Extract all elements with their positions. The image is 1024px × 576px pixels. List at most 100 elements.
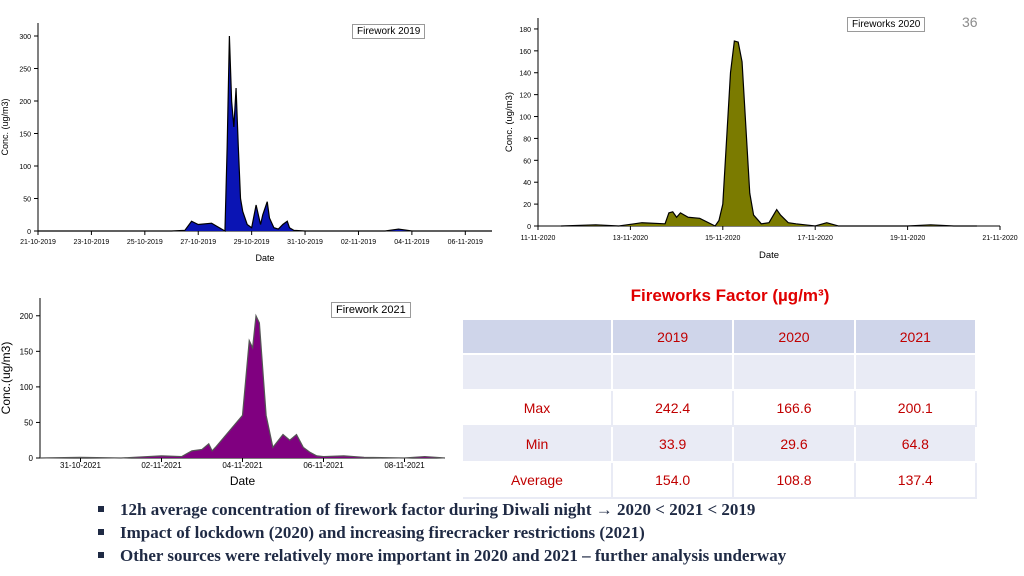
table-cell: 33.9: [612, 426, 735, 463]
x-tick-label: 19-11-2020: [890, 235, 925, 242]
y-tick-label: 120: [519, 93, 531, 100]
table-cell: [463, 354, 613, 391]
x-tick-label: 02-11-2021: [141, 461, 182, 470]
table-row: [463, 354, 978, 391]
bullet-item: Impact of lockdown (2020) and increasing…: [96, 521, 786, 544]
table-header-cell: 2019: [612, 320, 735, 355]
table-row: Max 242.4 166.6 200.1: [463, 390, 978, 427]
bullet-square-icon: [98, 529, 104, 535]
x-axis-label: Date: [230, 474, 256, 488]
series-area: [561, 40, 977, 226]
chart-firework-2019: 0 50 100 150 200 250 300 21-10-2019 23-10-2019 25…: [0, 23, 492, 263]
y-axis-label: Conc. (ug/m3): [504, 92, 515, 152]
table-cell: [733, 354, 856, 391]
y-tick-label: 100: [20, 383, 34, 392]
row-label: Max: [463, 390, 613, 427]
y-tick-label: 150: [19, 132, 31, 139]
table-cell: [854, 354, 978, 391]
series-line: [38, 35, 492, 233]
y-tick-label: 60: [523, 158, 531, 165]
table-header-row: 2019 2020 2021: [463, 320, 978, 355]
x-tick-label: 08-11-2021: [384, 461, 425, 470]
y-tick-label: 0: [27, 229, 31, 236]
series-line: [39, 313, 446, 459]
y-tick-label: 100: [19, 164, 31, 171]
y-tick-label: 200: [19, 99, 31, 106]
y-tick-label: 100: [519, 115, 531, 122]
chart-firework-2021: 0 50 100 150 200 31-10-2021 02-11-2021 04-11-20…: [0, 298, 446, 488]
y-axis-label: Conc.(ug/m3): [0, 342, 13, 415]
table-header-cell: 2020: [733, 320, 856, 355]
x-tick-label: 04-11-2021: [222, 461, 263, 470]
y-tick-label: 40: [523, 180, 531, 187]
x-tick-label: 02-11-2019: [341, 239, 376, 246]
series-area: [38, 36, 492, 231]
y-tick-label: 140: [519, 71, 531, 78]
y-tick-label: 50: [24, 418, 33, 427]
axis-line: [537, 18, 1000, 227]
y-tick-label: 300: [19, 34, 31, 41]
x-axis-label: Date: [759, 250, 779, 261]
table-cell: 108.8: [733, 462, 856, 499]
bullet-square-icon: [98, 552, 104, 558]
y-tick-label: 150: [20, 347, 34, 356]
y-tick-label: 20: [523, 202, 531, 209]
table-header-cell: 2021: [854, 320, 978, 355]
y-tick-label: 200: [20, 312, 34, 321]
x-axis-label: Date: [255, 253, 274, 263]
table-row: Min 33.9 29.6 64.8: [463, 426, 978, 463]
table-row: Average 154.0 108.8 137.4: [463, 462, 978, 499]
series-area: [40, 315, 445, 458]
x-tick-label: 06-11-2019: [448, 239, 483, 246]
x-tick-label: 27-10-2019: [180, 239, 216, 246]
x-tick-label: 17-11-2020: [798, 235, 833, 242]
y-tick-label: 80: [523, 136, 531, 143]
axis-line: [37, 23, 492, 232]
bullet-item: Other sources were relatively more impor…: [96, 544, 786, 567]
x-tick-label: 11-11-2020: [521, 235, 556, 242]
row-label: Average: [463, 462, 613, 499]
table-cell: 64.8: [854, 426, 978, 463]
legend-fireworks-2020: Fireworks 2020: [847, 17, 926, 32]
table-cell: 200.1: [854, 390, 978, 427]
bullet-item: 12h average concentration of firework fa…: [96, 498, 786, 521]
bullet-text: 12h average concentration of firework fa…: [120, 500, 756, 519]
table-header-cell: [463, 320, 613, 355]
x-tick-label: 21-11-2020: [982, 235, 1017, 242]
slide-number: 36: [962, 14, 978, 30]
table-title: Fireworks Factor (µg/m³): [630, 286, 830, 305]
chart-fireworks-2020: 0 20 40 60 80 100 120 140 160 180 11-11-2020 13-11-…: [504, 18, 1018, 261]
x-tick-label: 15-11-2020: [705, 235, 740, 242]
y-tick-label: 160: [519, 49, 531, 56]
y-axis-label: Conc. (ug/m3): [0, 98, 10, 155]
fireworks-factor-table: 2019 2020 2021 Max 242.4 166.6 200.1 Min…: [463, 320, 978, 499]
legend-firework-2021: Firework 2021: [331, 302, 411, 318]
y-tick-label: 250: [19, 67, 31, 74]
x-tick-label: 23-10-2019: [74, 239, 110, 246]
table-cell: 242.4: [612, 390, 735, 427]
x-tick-label: 31-10-2019: [287, 239, 323, 246]
y-tick-label: 0: [29, 454, 34, 463]
x-tick-label: 04-11-2019: [394, 239, 429, 246]
y-tick-label: 0: [527, 224, 531, 231]
x-tick-label: 13-11-2020: [613, 235, 648, 242]
bullet-text: Other sources were relatively more impor…: [120, 546, 787, 565]
table-cell: 137.4: [854, 462, 978, 499]
x-tick-label: 06-11-2021: [303, 461, 344, 470]
x-tick-label: 31-10-2021: [60, 461, 101, 470]
x-tick-label: 21-10-2019: [20, 239, 56, 246]
legend-firework-2019: Firework 2019: [352, 24, 426, 39]
series-line: [561, 40, 977, 227]
x-tick-label: 29-10-2019: [234, 239, 270, 246]
row-label: Min: [463, 426, 613, 463]
y-tick-label: 50: [23, 197, 31, 204]
table-cell: [612, 354, 735, 391]
table-cell: 166.6: [733, 390, 856, 427]
x-tick-label: 25-10-2019: [127, 239, 163, 246]
bullet-square-icon: [98, 506, 104, 512]
table-cell: 29.6: [733, 426, 856, 463]
y-tick-label: 180: [519, 27, 531, 34]
table-cell: 154.0: [612, 462, 735, 499]
bullet-text: Impact of lockdown (2020) and increasing…: [120, 523, 645, 542]
bullet-list: 12h average concentration of firework fa…: [96, 498, 786, 567]
